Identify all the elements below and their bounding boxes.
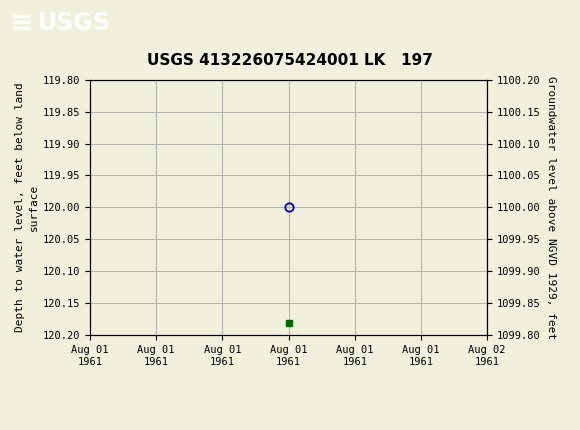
- Y-axis label: Depth to water level, feet below land
surface: Depth to water level, feet below land su…: [15, 83, 38, 332]
- Y-axis label: Groundwater level above NGVD 1929, feet: Groundwater level above NGVD 1929, feet: [546, 76, 556, 339]
- Text: ≡: ≡: [10, 9, 34, 37]
- Text: USGS: USGS: [38, 11, 110, 34]
- Text: USGS 413226075424001 LK   197: USGS 413226075424001 LK 197: [147, 53, 433, 68]
